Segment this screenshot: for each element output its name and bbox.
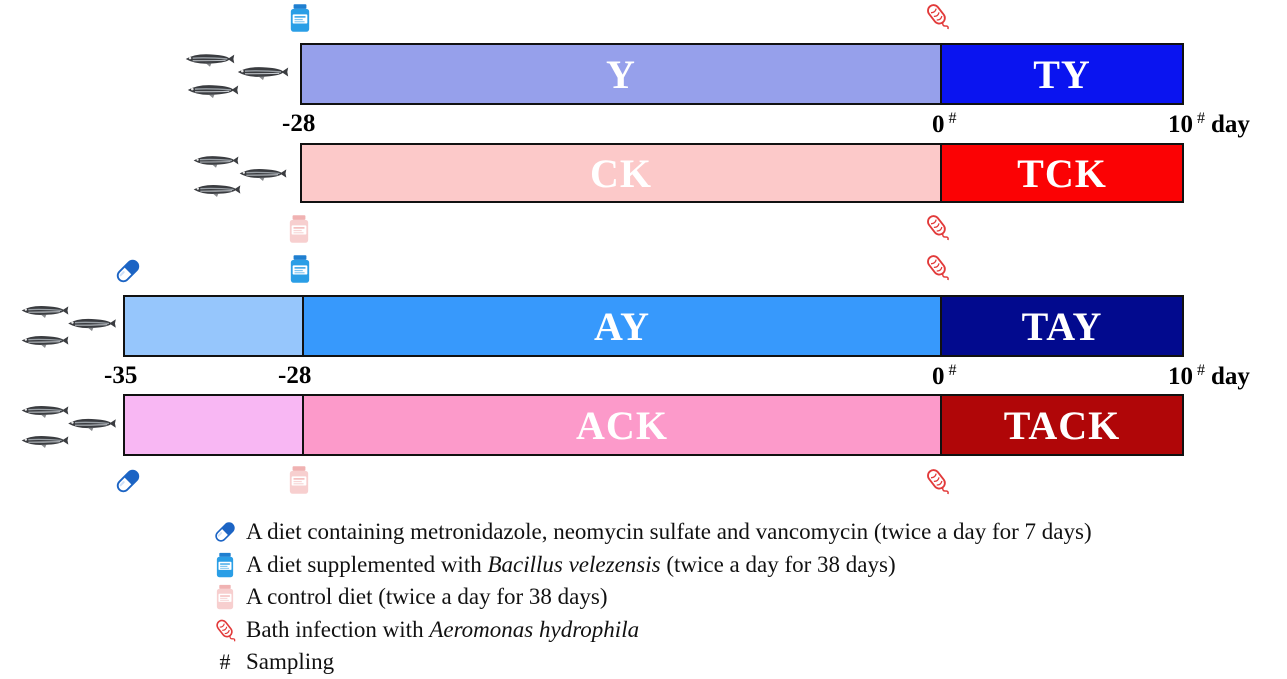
legend-item-sampling: # Sampling xyxy=(212,646,1282,679)
axis-bottom-end: 10 # day xyxy=(1168,362,1250,391)
zebrafish-icon xyxy=(20,432,70,449)
zebrafish-group-ck xyxy=(190,150,300,210)
control-bottle-icon xyxy=(288,214,310,244)
legend-sampling-text: Sampling xyxy=(246,649,335,675)
bacterium-icon xyxy=(212,617,238,643)
zebrafish-icon xyxy=(20,302,70,319)
legend-probiotic-text: A diet supplemented with Bacillus veleze… xyxy=(246,552,896,578)
group-ay-label: AY xyxy=(593,303,651,349)
group-y-segment: Y xyxy=(302,45,940,103)
axis-bottom-zero: 0 # xyxy=(932,362,957,391)
axis-top-end-value: 10 xyxy=(1168,111,1193,138)
legend-probiotic-species: Bacillus velezensis xyxy=(487,551,661,577)
control-bottle-icon xyxy=(288,465,310,495)
group-tack-label: TACK xyxy=(1003,402,1121,448)
probiotic-bottle-icon xyxy=(289,254,311,284)
zebrafish-group-ay xyxy=(18,300,128,360)
group-tck-label: TCK xyxy=(1017,150,1107,196)
zebrafish-icon xyxy=(192,181,242,198)
zebrafish-group-y xyxy=(182,48,292,108)
zebrafish-icon xyxy=(66,415,118,432)
group-ck-label: CK xyxy=(590,150,652,196)
zebrafish-group-ack xyxy=(18,400,128,460)
group-ay-segment: AY xyxy=(302,297,940,355)
legend-item-infection: Bath infection with Aeromonas hydrophila xyxy=(212,614,1282,647)
pill-icon xyxy=(212,519,238,545)
axis-top-start: -28 xyxy=(282,110,316,137)
axis-top-end-mark: # xyxy=(1197,110,1205,127)
legend: A diet containing metronidazole, neomyci… xyxy=(212,516,1282,679)
legend-control-text: A control diet (twice a day for 38 days) xyxy=(246,584,608,610)
axis-top-unit: day xyxy=(1211,111,1250,138)
legend-infection-species: Aeromonas hydrophila xyxy=(429,616,640,642)
control-bottle-icon xyxy=(212,584,238,610)
group-tack-segment: TACK xyxy=(940,396,1182,454)
axis-top-zero-value: 0 xyxy=(932,111,945,138)
bacterium-icon xyxy=(924,1,950,31)
axis-bottom-mid: -28 xyxy=(278,362,312,389)
axis-top-end: 10 # day xyxy=(1168,110,1250,139)
timeline-bar-ack: ACK TACK xyxy=(123,394,1184,456)
axis-bottom-zero-value: 0 xyxy=(932,363,945,390)
zebrafish-icon xyxy=(20,402,70,419)
group-ack-segment: ACK xyxy=(302,396,940,454)
axis-bottom-unit: day xyxy=(1211,363,1250,390)
axis-bottom-end-mark: # xyxy=(1197,362,1205,379)
group-ty-segment: TY xyxy=(940,45,1182,103)
legend-probiotic-after: (twice a day for 38 days) xyxy=(660,551,896,577)
group-ck-segment: CK xyxy=(302,145,940,201)
timeline-bar-ay: AY TAY xyxy=(123,295,1184,357)
sampling-hash-symbol: # xyxy=(219,649,231,675)
probiotic-bottle-icon xyxy=(289,3,311,33)
zebrafish-icon xyxy=(236,63,290,81)
group-tay-label: TAY xyxy=(1021,303,1103,349)
legend-item-antibiotic: A diet containing metronidazole, neomyci… xyxy=(212,516,1282,549)
legend-infection-before: Bath infection with xyxy=(246,616,430,642)
legend-infection-text: Bath infection with Aeromonas hydrophila xyxy=(246,617,639,643)
group-ack-antibiotic-segment xyxy=(125,396,302,454)
pill-icon xyxy=(113,466,143,496)
group-tck-segment: TCK xyxy=(940,145,1182,201)
zebrafish-icon xyxy=(238,165,288,182)
probiotic-bottle-icon xyxy=(212,552,238,578)
zebrafish-icon xyxy=(184,50,236,68)
bacterium-icon xyxy=(924,252,950,282)
pill-icon xyxy=(113,256,143,286)
zebrafish-icon xyxy=(192,152,240,169)
zebrafish-icon xyxy=(186,81,240,99)
bacterium-icon xyxy=(924,212,950,242)
axis-top-zero-mark: # xyxy=(948,110,957,127)
group-ack-label: ACK xyxy=(576,402,668,448)
axis-bottom-zero-mark: # xyxy=(948,362,957,379)
group-tay-segment: TAY xyxy=(940,297,1182,355)
bacterium-icon xyxy=(924,466,950,496)
group-y-label: Y xyxy=(606,51,636,97)
legend-probiotic-before: A diet supplemented with xyxy=(246,551,488,577)
zebrafish-icon xyxy=(20,332,70,349)
zebrafish-icon xyxy=(66,315,118,332)
group-ay-antibiotic-segment xyxy=(125,297,302,355)
axis-bottom-start: -35 xyxy=(104,362,138,389)
legend-item-control: A control diet (twice a day for 38 days) xyxy=(212,581,1282,614)
timeline-bar-ck: CK TCK xyxy=(300,143,1184,203)
legend-antibiotic-text: A diet containing metronidazole, neomyci… xyxy=(246,519,1092,545)
legend-item-probiotic: A diet supplemented with Bacillus veleze… xyxy=(212,549,1282,582)
timeline-bar-y: Y TY xyxy=(300,43,1184,105)
axis-top-zero: 0 # xyxy=(932,110,957,139)
group-ty-label: TY xyxy=(1033,51,1091,97)
axis-bottom-end-value: 10 xyxy=(1168,363,1193,390)
